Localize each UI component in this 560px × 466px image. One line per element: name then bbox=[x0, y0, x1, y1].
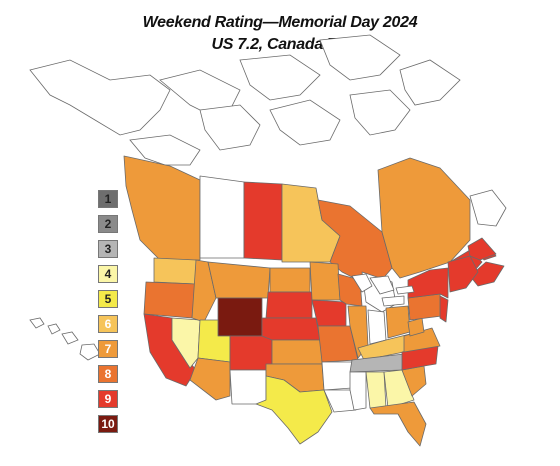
region-georgia bbox=[383, 369, 415, 409]
region-maine bbox=[467, 237, 497, 261]
region-south-dakota bbox=[265, 291, 313, 319]
region-nevada bbox=[171, 317, 201, 369]
legend-swatch bbox=[98, 265, 118, 283]
region-north-dakota bbox=[269, 267, 311, 293]
region-iowa bbox=[311, 299, 347, 327]
legend-item: 8 bbox=[98, 365, 138, 387]
region-nova-scotia bbox=[469, 261, 505, 287]
legend-item: 2 bbox=[98, 215, 138, 237]
region-florida bbox=[369, 401, 427, 447]
region-newfoundland bbox=[469, 189, 507, 227]
region-new-mexico bbox=[229, 369, 267, 405]
region-new-england bbox=[447, 255, 479, 293]
region-nebraska bbox=[261, 317, 321, 341]
region-new-jersey bbox=[439, 295, 449, 323]
region-oregon bbox=[143, 281, 197, 319]
legend-item: 9 bbox=[98, 390, 138, 412]
region-montana bbox=[207, 261, 271, 299]
legend-label: 4 bbox=[104, 267, 112, 281]
legend-item: 1 bbox=[98, 190, 138, 212]
legend-label: 5 bbox=[104, 292, 112, 306]
hawaii-islands bbox=[29, 317, 101, 361]
legend-label: 1 bbox=[104, 192, 112, 206]
legend-item: 3 bbox=[98, 240, 138, 262]
legend-swatch bbox=[98, 340, 118, 358]
rating-legend: 1 2 3 4 5 6 7 8 9 10 bbox=[98, 190, 138, 440]
legend-swatch bbox=[98, 365, 118, 383]
region-saskatchewan bbox=[243, 181, 283, 261]
legend-label: 2 bbox=[104, 217, 112, 231]
legend-label: 8 bbox=[104, 367, 112, 381]
legend-label: 7 bbox=[104, 342, 112, 356]
legend-swatch bbox=[98, 390, 118, 408]
legend-item: 4 bbox=[98, 265, 138, 287]
region-arizona bbox=[189, 357, 231, 401]
region-minnesota bbox=[309, 261, 341, 301]
region-indiana bbox=[367, 309, 387, 345]
great-lake bbox=[351, 273, 373, 293]
region-idaho bbox=[191, 259, 217, 323]
legend-swatch bbox=[98, 190, 118, 208]
region-kansas bbox=[271, 339, 323, 365]
legend-swatch bbox=[98, 240, 118, 258]
arctic-islands bbox=[29, 34, 461, 166]
region-alabama bbox=[365, 371, 387, 409]
legend-swatch bbox=[98, 415, 118, 433]
great-lake bbox=[381, 295, 405, 307]
map-subtitle: US 7.2, Canada 7.6 bbox=[211, 36, 349, 53]
legend-item: 6 bbox=[98, 315, 138, 337]
legend-label: 10 bbox=[101, 417, 115, 431]
region-pennsylvania bbox=[407, 293, 443, 321]
legend-label: 3 bbox=[104, 242, 112, 256]
region-arkansas bbox=[321, 361, 353, 391]
legend-item: 10 bbox=[98, 415, 138, 437]
great-lake bbox=[369, 275, 395, 295]
rating-regions bbox=[123, 155, 507, 447]
region-alberta bbox=[199, 175, 245, 259]
legend-swatch bbox=[98, 290, 118, 308]
legend-label: 9 bbox=[104, 392, 112, 406]
region-mississippi bbox=[349, 371, 367, 411]
legend-item: 5 bbox=[98, 290, 138, 312]
legend-item: 7 bbox=[98, 340, 138, 362]
legend-label: 6 bbox=[104, 317, 112, 331]
great-lake bbox=[395, 285, 415, 295]
region-texas bbox=[255, 375, 333, 445]
legend-swatch bbox=[98, 215, 118, 233]
region-washington bbox=[153, 257, 197, 285]
legend-swatch bbox=[98, 315, 118, 333]
region-new-york bbox=[407, 267, 449, 299]
region-wyoming bbox=[217, 297, 263, 337]
map-title: Weekend Rating—Memorial Day 2024 bbox=[142, 14, 418, 31]
region-ohio bbox=[385, 305, 411, 339]
